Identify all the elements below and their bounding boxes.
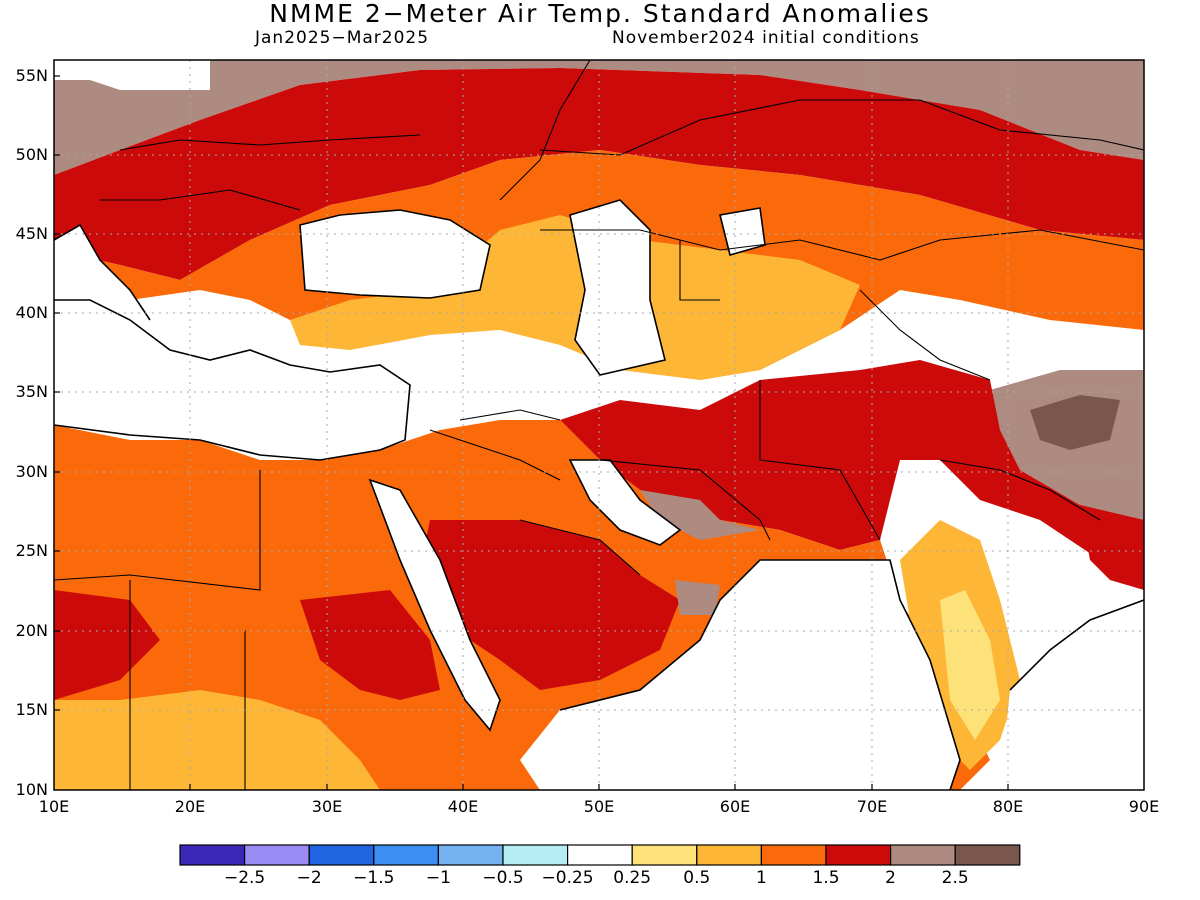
country-borders <box>54 60 1144 790</box>
colorbar-tick-label: 1 <box>755 868 767 888</box>
lon-label: 80E <box>992 797 1024 816</box>
colorbar-tick-label: −1 <box>425 868 451 888</box>
lon-label: 10E <box>38 797 70 816</box>
lat-label: 45N <box>15 224 48 243</box>
anomaly-region-2-arabia <box>420 520 680 690</box>
anomaly-region-2-iran <box>560 360 1144 580</box>
colorbar-swatch <box>308 844 375 866</box>
axis-ticks <box>54 75 1009 790</box>
colorbar-tick-label: 1.5 <box>812 868 840 888</box>
colorbar-swatch <box>437 844 504 866</box>
lon-label: 30E <box>311 797 343 816</box>
anomaly-region-1-south <box>54 690 380 790</box>
anomaly-region-2.5-oman <box>640 490 760 540</box>
lat-label: 25N <box>15 541 48 560</box>
bay-of-bengal <box>1000 610 1144 790</box>
aral-sea <box>720 208 765 255</box>
colorbar-swatch <box>373 844 439 866</box>
lat-label: 10N <box>15 780 48 799</box>
lon-label: 70E <box>856 797 888 816</box>
colorbar-swatch <box>244 844 310 866</box>
lat-label: 55N <box>15 66 48 85</box>
lat-label: 50N <box>15 145 48 164</box>
colorbar-swatch <box>889 844 956 866</box>
colorbar-swatch <box>502 844 569 866</box>
adriatic-italy <box>54 225 150 320</box>
colorbar-swatch <box>631 844 698 866</box>
colorbar-tick-label: −1.5 <box>353 868 395 888</box>
map-title: NMME 2−Meter Air Temp. Standard Anomalie… <box>269 0 931 28</box>
arabian-sea <box>520 560 960 790</box>
anomaly-region-2-chad <box>300 590 440 700</box>
caspian-sea <box>570 200 665 375</box>
anomaly-region-2-bangladesh <box>1080 505 1144 590</box>
colorbar-swatch <box>825 844 892 866</box>
colorbar-tick-label: −2 <box>296 868 322 888</box>
lon-label: 40E <box>447 797 479 816</box>
colorbar-swatch <box>179 844 246 866</box>
coastlines <box>54 199 1144 790</box>
lat-label: 30N <box>15 462 48 481</box>
lat-label: 40N <box>15 303 48 322</box>
colorbar <box>179 844 1021 866</box>
colorbar-tick-label: −0.25 <box>541 868 594 888</box>
anomaly-region-2-sudan <box>54 590 160 700</box>
colorbar-swatch <box>696 844 762 866</box>
persian-gulf <box>570 460 680 545</box>
anomaly-region-0.5-india <box>940 590 1000 740</box>
graticule <box>54 60 1144 790</box>
anomaly-region-2-north <box>54 68 1144 280</box>
red-sea <box>370 480 500 730</box>
anomaly-region-3-tibet <box>1030 395 1120 450</box>
colorbar-swatch <box>954 844 1021 866</box>
colorbar-tick-label: −0.5 <box>482 868 524 888</box>
colorbar-tick-label: 0.5 <box>683 868 711 888</box>
initial-conditions: November2024 initial conditions <box>612 28 920 48</box>
colorbar-tick-label: −2.5 <box>223 868 266 888</box>
colorbar-tick-label: 2.5 <box>941 868 969 888</box>
colorbar-swatch <box>760 844 827 866</box>
lon-label: 50E <box>583 797 615 816</box>
colorbar-swatch <box>566 844 633 866</box>
lat-label: 20N <box>15 621 48 640</box>
colorbar-tick-label: 0.25 <box>613 868 652 888</box>
anomaly-region-2.5-oman-coast <box>675 580 720 615</box>
forecast-period: Jan2025−Mar2025 <box>255 28 430 48</box>
lon-label: 20E <box>174 797 206 816</box>
north-white-patch <box>54 60 210 90</box>
anomaly-region-1-central <box>290 215 860 380</box>
colorbar-tick-label: 2 <box>885 868 896 888</box>
lat-label: 35N <box>15 382 48 401</box>
lon-label: 60E <box>719 797 751 816</box>
lat-label: 15N <box>15 700 48 719</box>
mediterranean-sea <box>54 300 410 460</box>
black-sea <box>300 210 490 298</box>
lon-label: 90E <box>1128 797 1160 816</box>
